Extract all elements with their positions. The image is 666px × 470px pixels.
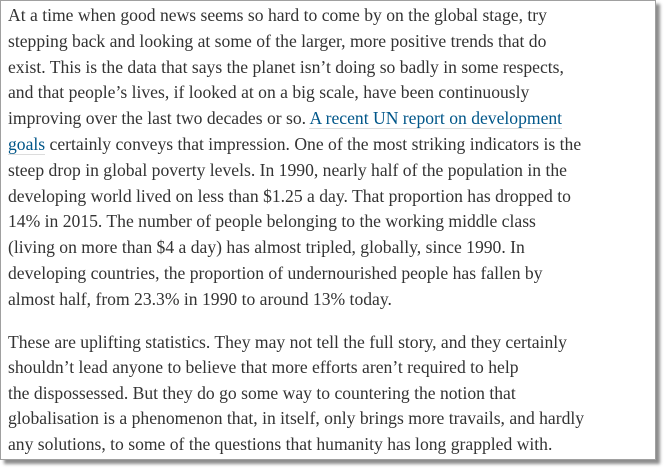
text-line: globalisation is a phenomenon that, in i… bbox=[8, 406, 651, 432]
article-body: At a time when good news seems so hard t… bbox=[8, 3, 651, 458]
un-report-link[interactable]: goals bbox=[8, 133, 46, 155]
text-line: These are uplifting statistics. They may… bbox=[8, 330, 651, 356]
un-report-link[interactable]: A recent UN report on development bbox=[309, 108, 563, 130]
text-line: almost half, from 23.3% in 1990 to aroun… bbox=[8, 287, 651, 313]
text-segment: almost half, from 23.3% in 1990 to aroun… bbox=[8, 288, 392, 309]
text-line: developing world lived on less than $1.2… bbox=[8, 184, 651, 210]
text-segment: These are uplifting statistics. They may… bbox=[8, 331, 567, 352]
paragraph-1: At a time when good news seems so hard t… bbox=[8, 3, 651, 313]
text-segment: certainly conveys that impression. One o… bbox=[45, 133, 582, 154]
text-segment: shouldn’t lead anyone to believe that mo… bbox=[8, 357, 519, 378]
text-line: and that people’s lives, if looked at on… bbox=[8, 80, 651, 106]
text-line: steep drop in global poverty levels. In … bbox=[8, 158, 651, 184]
text-line: the dispossessed. But they do go some wa… bbox=[8, 381, 651, 407]
text-segment: steep drop in global poverty levels. In … bbox=[8, 159, 567, 180]
text-segment: At a time when good news seems so hard t… bbox=[8, 5, 547, 25]
text-line: developing countries, the proportion of … bbox=[8, 261, 651, 287]
text-segment: globalisation is a phenomenon that, in i… bbox=[8, 408, 585, 429]
text-segment: the dispossessed. But they do go some wa… bbox=[8, 382, 516, 403]
text-segment: developing world lived on less than $1.2… bbox=[8, 185, 571, 206]
text-segment: improving over the last two decades or s… bbox=[8, 108, 310, 129]
paragraph-2: These are uplifting statistics. They may… bbox=[8, 330, 651, 458]
text-line: At a time when good news seems so hard t… bbox=[8, 3, 651, 29]
text-line: stepping back and looking at some of the… bbox=[8, 29, 651, 55]
text-segment: 14% in 2015. The number of people belong… bbox=[8, 211, 536, 232]
text-line: (living on more than $4 a day) has almos… bbox=[8, 235, 651, 261]
screenshot-frame: At a time when good news seems so hard t… bbox=[0, 0, 656, 460]
text-line: exist. This is the data that says the pl… bbox=[8, 55, 651, 81]
text-segment: and that people’s lives, if looked at on… bbox=[8, 82, 530, 103]
text-line: improving over the last two decades or s… bbox=[8, 106, 651, 132]
text-segment: (living on more than $4 a day) has almos… bbox=[8, 237, 525, 258]
text-line: shouldn’t lead anyone to believe that mo… bbox=[8, 355, 651, 381]
text-line: 14% in 2015. The number of people belong… bbox=[8, 209, 651, 235]
text-segment: stepping back and looking at some of the… bbox=[8, 30, 547, 51]
text-segment: any solutions, to some of the questions … bbox=[8, 433, 553, 454]
text-line: any solutions, to some of the questions … bbox=[8, 432, 651, 458]
text-segment: exist. This is the data that says the pl… bbox=[8, 56, 564, 77]
text-segment: developing countries, the proportion of … bbox=[8, 262, 543, 283]
text-line: goals certainly conveys that impression.… bbox=[8, 132, 651, 158]
